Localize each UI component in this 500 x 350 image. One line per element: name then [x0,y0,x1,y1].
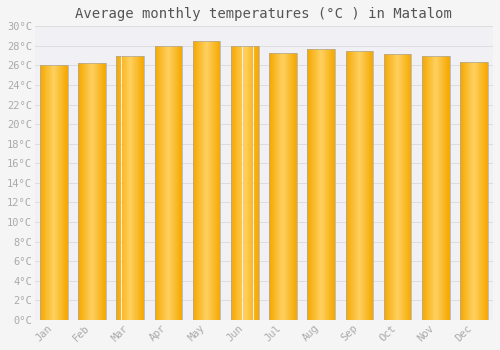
Bar [460,62,487,320]
Bar [269,53,296,320]
Bar [78,63,106,320]
Bar [308,49,335,320]
Title: Average monthly temperatures (°C ) in Matalom: Average monthly temperatures (°C ) in Ma… [76,7,452,21]
Bar [384,54,411,320]
Bar [154,46,182,320]
Bar [346,51,373,320]
Bar [40,65,68,320]
Bar [193,41,220,320]
Bar [422,56,450,320]
Bar [231,46,258,320]
Bar [116,56,144,320]
